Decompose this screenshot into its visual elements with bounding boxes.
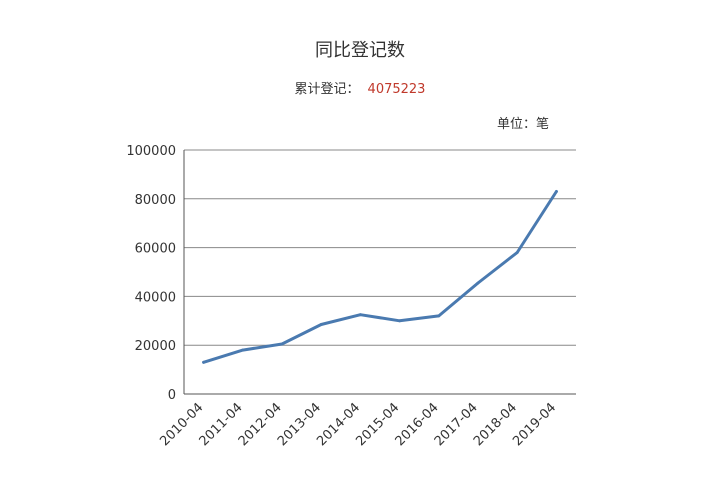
data-point (280, 342, 284, 346)
y-tick-label: 60000 (135, 242, 176, 257)
y-tick-label: 20000 (135, 339, 176, 354)
data-point (476, 281, 480, 285)
data-point (398, 319, 401, 323)
data-point (437, 314, 441, 318)
series-line (202, 190, 558, 364)
data-point (319, 323, 323, 326)
y-tick-label: 80000 (135, 193, 176, 208)
cumulative-value: 4075223 (367, 82, 426, 97)
data-point (515, 251, 519, 254)
data-point (241, 348, 245, 352)
chart-title: 同比登记数 (315, 40, 405, 61)
y-tick-label: 40000 (135, 290, 176, 305)
data-point (359, 313, 362, 317)
x-tick-label: 2019-04 (510, 400, 559, 449)
axes (183, 150, 576, 395)
x-axis-ticks: 2010-042011-042012-042013-042014-042015-… (157, 400, 559, 449)
cumulative-summary: 累计登记： 4075223 (0, 78, 720, 97)
y-tick-label: 0 (168, 388, 176, 403)
data-point (202, 360, 206, 364)
unit-label: 单位：笔 (497, 117, 550, 132)
gridlines (184, 149, 576, 346)
cumulative-label: 累计登记： (294, 82, 360, 97)
series-group (202, 190, 558, 364)
y-axis-ticks: 0 20000 40000 60000 80000 100000 (126, 144, 176, 403)
y-tick-label: 100000 (126, 144, 176, 159)
data-point (555, 190, 558, 193)
